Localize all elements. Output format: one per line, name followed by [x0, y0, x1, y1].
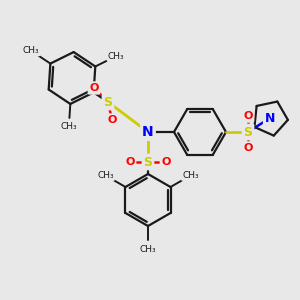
Text: CH₃: CH₃: [61, 122, 77, 131]
Text: CH₃: CH₃: [140, 244, 156, 253]
Text: CH₃: CH₃: [108, 52, 124, 61]
Text: S: S: [103, 95, 112, 109]
Text: O: O: [161, 157, 171, 167]
Text: N: N: [265, 112, 275, 124]
Text: CH₃: CH₃: [97, 171, 114, 180]
Text: O: O: [243, 111, 253, 121]
Text: CH₃: CH₃: [23, 46, 40, 55]
Text: CH₃: CH₃: [182, 171, 199, 180]
Text: N: N: [265, 112, 275, 124]
Text: O: O: [243, 143, 253, 153]
Text: N: N: [142, 125, 154, 139]
Text: O: O: [107, 115, 117, 125]
Text: O: O: [125, 157, 135, 167]
Text: S: S: [143, 155, 152, 169]
Text: O: O: [89, 83, 99, 93]
Text: S: S: [244, 125, 253, 139]
